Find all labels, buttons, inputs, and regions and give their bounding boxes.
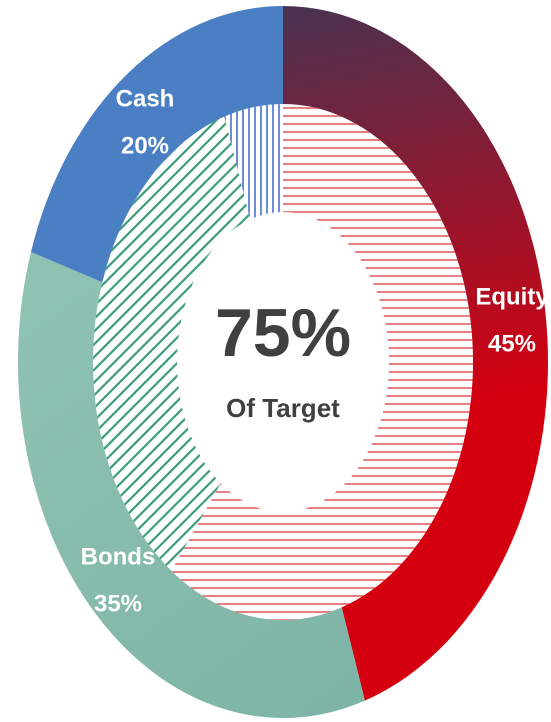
outer-segment [30, 6, 283, 283]
center-label: Of Target [226, 393, 340, 423]
rings [17, 6, 548, 719]
inner-segment [171, 104, 473, 620]
segment-name: Bonds [81, 543, 156, 570]
segment-name: Equity [475, 283, 549, 310]
outer-segment [283, 6, 548, 701]
segment-value-label: 45% [488, 330, 536, 357]
center-value: 75% [215, 295, 351, 371]
inner-segment [224, 104, 283, 220]
segment-name: Cash [116, 85, 175, 112]
segment-value-label: 20% [121, 132, 169, 159]
segment-value-label: 35% [94, 590, 142, 617]
outer-segment [17, 251, 365, 719]
inner-segment [93, 116, 251, 571]
